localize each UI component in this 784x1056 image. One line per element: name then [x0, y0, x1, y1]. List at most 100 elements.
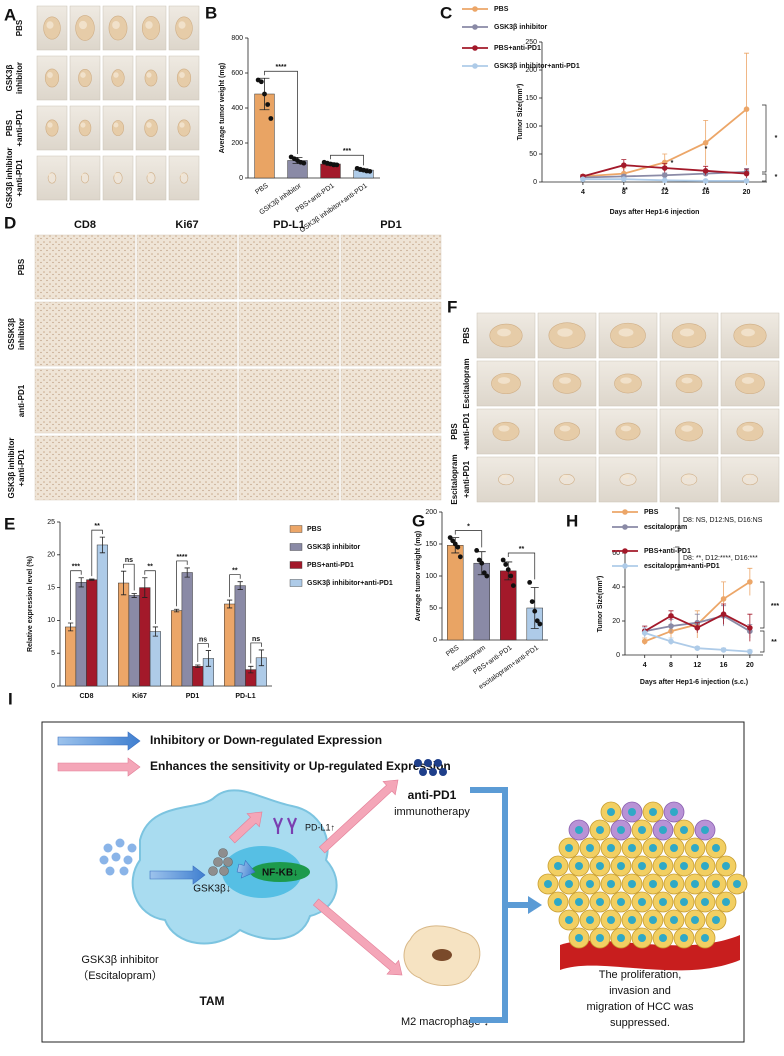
- legend-text: Inhibitory or Down-regulated Expression: [150, 733, 382, 747]
- series-marker: [747, 579, 753, 585]
- legend-label: GSK3β inhibitor: [307, 544, 361, 551]
- tumor-nucleus: [586, 844, 594, 852]
- tumor-nucleus: [596, 862, 604, 870]
- error-bar: [205, 650, 212, 667]
- row-label: GSK3β: [5, 65, 14, 92]
- tumor-nucleus: [733, 880, 741, 888]
- tumor-nucleus: [670, 844, 678, 852]
- pd-l1-icon: [272, 817, 298, 834]
- dot: [123, 855, 133, 865]
- legend-label: PBS: [307, 526, 322, 533]
- outcome-text: invasion and: [609, 985, 671, 997]
- error-bar: [226, 599, 233, 609]
- significance-bracket: [762, 104, 767, 173]
- tumor-highlight: [557, 328, 573, 337]
- significance-bracket: [507, 552, 536, 580]
- row-label: inhibitor: [15, 62, 24, 94]
- significance-label: **: [771, 639, 777, 646]
- tumor: [675, 374, 703, 393]
- x-tick-label: 4: [581, 189, 585, 196]
- error-bar: [248, 665, 254, 674]
- y-tick-label: 25: [47, 519, 55, 526]
- legend-marker: [472, 63, 478, 69]
- y-axis-label: Tumor Size(mm³): [517, 84, 524, 141]
- significance-label: **: [622, 187, 628, 194]
- tumor-nucleus: [628, 880, 636, 888]
- tumor-highlight: [741, 328, 755, 337]
- tumor-highlight: [179, 122, 185, 128]
- row-label: PBS: [17, 258, 26, 275]
- error-bar: [78, 577, 84, 588]
- legend-marker: [622, 548, 628, 554]
- y-tick-label: 0: [239, 175, 243, 182]
- tumor-nucleus: [701, 898, 709, 906]
- tumor: [492, 421, 520, 442]
- note-text: D8: NS, D12:NS, D16:NS: [683, 517, 763, 524]
- tumor-highlight: [147, 173, 151, 177]
- y-tick-label: 5: [51, 650, 55, 657]
- dot: [127, 843, 137, 853]
- tumor-nucleus: [554, 898, 562, 906]
- tumor-highlight: [47, 71, 53, 79]
- y-tick-label: 250: [525, 39, 537, 46]
- tumor-highlight: [681, 377, 693, 384]
- particle: [219, 866, 229, 876]
- tumor-highlight: [47, 122, 53, 128]
- significance-bracket: [330, 154, 364, 166]
- row-label: +anti-PD1: [15, 109, 24, 147]
- column-label: PD-L1: [273, 219, 305, 231]
- tumor-highlight: [618, 328, 634, 337]
- tumor: [78, 119, 92, 137]
- tumor-highlight: [561, 474, 569, 479]
- ihc-image: [34, 301, 136, 367]
- ihc-image: [340, 234, 442, 300]
- y-tick-label: 10: [47, 617, 55, 624]
- m2-nucleus: [432, 949, 452, 961]
- tumor-nucleus: [596, 898, 604, 906]
- ihc-image: [238, 368, 340, 434]
- bar: [65, 626, 77, 687]
- x-tick-label: PD-L1: [235, 693, 255, 700]
- m2-label: M2 macrophage ↓: [401, 1016, 489, 1028]
- series-marker: [661, 172, 668, 179]
- tumor: [736, 421, 764, 442]
- tumor-nucleus: [554, 862, 562, 870]
- tumor-highlight: [559, 377, 571, 384]
- ihc-image: [238, 301, 340, 367]
- significance-label: *: [705, 146, 708, 153]
- column-label: Ki67: [175, 219, 198, 231]
- tumor-nucleus: [565, 844, 573, 852]
- series-marker: [661, 165, 668, 171]
- data-point: [503, 562, 509, 567]
- tumor-photo: [537, 312, 597, 359]
- legend-marker: [622, 563, 628, 569]
- tumor-highlight: [46, 21, 54, 29]
- y-axis-label: Tumor Size(mm³): [597, 576, 604, 633]
- legend-label: PBS+anti-PD1: [307, 562, 354, 569]
- tumor-nucleus: [680, 934, 688, 942]
- significance-bracket: [454, 530, 483, 548]
- x-tick-label: CD8: [79, 693, 93, 700]
- bar: [171, 610, 183, 687]
- significance-label: ****: [276, 64, 287, 71]
- significance-bracket: [229, 574, 241, 598]
- panel-label: D: [4, 213, 16, 232]
- data-point: [452, 541, 458, 547]
- data-point: [484, 573, 490, 579]
- series-marker: [720, 611, 727, 617]
- panel-label: F: [447, 297, 457, 316]
- significance-label: **: [519, 546, 525, 553]
- row-label: +anti-PD1: [17, 449, 26, 487]
- x-tick-label: 16: [720, 662, 728, 669]
- antibody-dots: [414, 759, 447, 776]
- tumor-highlight: [145, 21, 153, 29]
- panel-label: I: [8, 689, 13, 708]
- tumor-nucleus: [638, 934, 646, 942]
- row-label: GSSK3β: [7, 318, 16, 350]
- y-tick-label: 0: [433, 637, 437, 644]
- tumor-nucleus: [649, 916, 657, 924]
- significance-bracket: [250, 642, 262, 664]
- outcome-text: The proliferation,: [599, 969, 682, 981]
- y-tick-label: 0: [616, 652, 620, 659]
